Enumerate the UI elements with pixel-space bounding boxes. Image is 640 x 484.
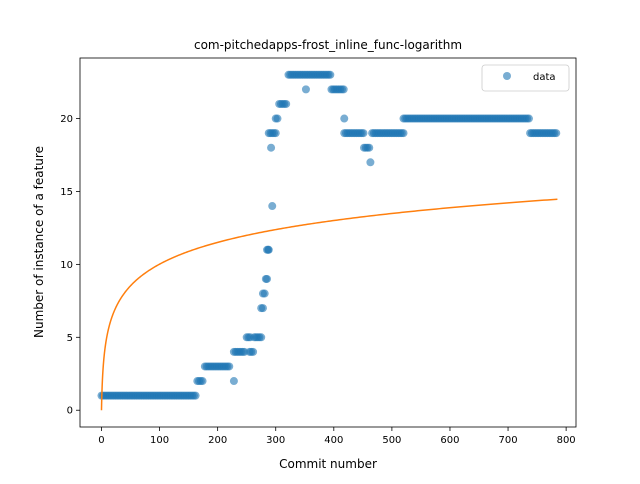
data-point — [191, 391, 200, 400]
y-axis: 0 5 10 15 20 — [60, 114, 80, 417]
data-point — [340, 114, 349, 123]
data-point — [258, 304, 267, 313]
chart-title: com-pitchedapps-frost_inline_func-logari… — [194, 38, 462, 52]
x-tick-label: 500 — [382, 435, 401, 446]
x-tick-label: 100 — [150, 435, 169, 446]
plot-frame — [79, 57, 577, 428]
x-tick-label: 700 — [498, 435, 517, 446]
legend-label-data: data — [533, 72, 556, 83]
data-point — [399, 129, 408, 138]
x-axis: 0 100 200 300 400 500 600 700 800 — [98, 427, 576, 446]
data-point — [282, 99, 291, 108]
y-tick-label: 10 — [60, 260, 73, 271]
data-point — [268, 202, 277, 211]
data-point — [365, 143, 374, 152]
data-point — [260, 289, 269, 298]
y-axis-label: Number of instance of a feature — [32, 146, 46, 338]
x-tick-label: 0 — [98, 435, 104, 446]
legend-box — [481, 64, 570, 92]
y-tick-label: 0 — [67, 406, 73, 417]
data-point — [225, 362, 234, 371]
y-tick-label: 20 — [60, 114, 73, 125]
data-point — [366, 158, 375, 167]
data-point — [249, 347, 258, 356]
data-point — [263, 274, 272, 283]
x-tick-label: 400 — [324, 435, 343, 446]
data-point — [229, 377, 238, 386]
data-point — [301, 85, 310, 94]
data-point — [198, 377, 207, 386]
legend-marker-data — [503, 72, 511, 80]
data-point — [273, 114, 282, 123]
data-point — [264, 245, 273, 254]
x-tick-label: 600 — [440, 435, 459, 446]
x-axis-label: Commit number — [279, 457, 377, 471]
fit-line — [100, 198, 558, 411]
data-point — [257, 333, 266, 342]
plot-area — [97, 70, 561, 411]
legend: data — [481, 64, 570, 92]
data-point — [552, 129, 561, 138]
data-point — [524, 114, 533, 123]
x-tick-label: 200 — [208, 435, 227, 446]
data-point — [339, 85, 348, 94]
y-tick-label: 15 — [60, 187, 73, 198]
x-tick-label: 300 — [266, 435, 285, 446]
data-point — [267, 143, 276, 152]
data-point — [326, 70, 335, 79]
y-tick-label: 5 — [67, 333, 73, 344]
data-point — [359, 129, 368, 138]
data-point — [271, 129, 280, 138]
x-tick-label: 800 — [557, 435, 576, 446]
